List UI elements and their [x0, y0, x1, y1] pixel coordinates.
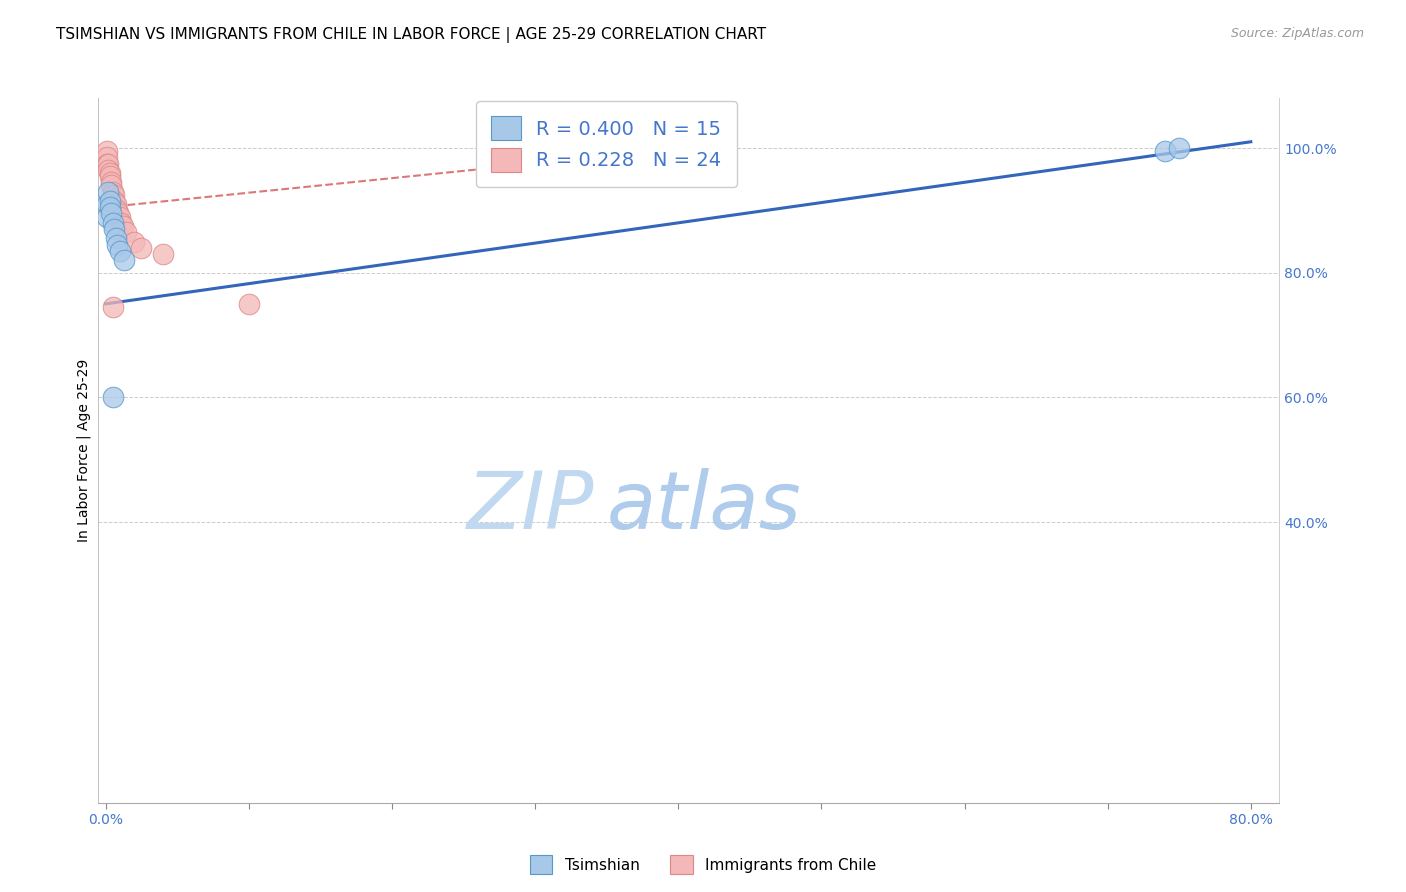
Point [97, 162, 120, 177]
Point [107, 206, 129, 220]
Point [103, 222, 125, 236]
Point [1168, 141, 1191, 155]
Point [103, 187, 125, 202]
Point [101, 185, 124, 199]
Text: atlas: atlas [606, 467, 801, 546]
Point [105, 237, 128, 252]
Point [97, 185, 120, 199]
Point [98, 166, 121, 180]
Point [111, 219, 134, 233]
Point [131, 241, 153, 255]
Point [101, 300, 124, 314]
Text: ZIP: ZIP [467, 467, 595, 546]
Point [110, 216, 132, 230]
Point [100, 178, 122, 193]
Point [97, 156, 120, 170]
Point [98, 169, 121, 183]
Y-axis label: In Labor Force | Age 25-29: In Labor Force | Age 25-29 [77, 359, 91, 542]
Text: Source: ZipAtlas.com: Source: ZipAtlas.com [1230, 27, 1364, 40]
Point [100, 175, 122, 189]
Point [98, 200, 121, 214]
Point [96, 150, 118, 164]
Point [96, 210, 118, 224]
Point [112, 253, 135, 268]
Point [1154, 144, 1177, 158]
Point [96, 144, 118, 158]
Point [104, 197, 127, 211]
Point [101, 216, 124, 230]
Point [96, 197, 118, 211]
Point [100, 206, 122, 220]
Point [238, 297, 260, 311]
Point [104, 231, 127, 245]
Text: TSIMSHIAN VS IMMIGRANTS FROM CHILE IN LABOR FORCE | AGE 25-29 CORRELATION CHART: TSIMSHIAN VS IMMIGRANTS FROM CHILE IN LA… [56, 27, 766, 43]
Legend: Tsimshian, Immigrants from Chile: Tsimshian, Immigrants from Chile [523, 849, 883, 880]
Point [98, 194, 121, 208]
Point [101, 391, 124, 405]
Point [108, 210, 131, 224]
Point [114, 225, 136, 239]
Point [96, 156, 118, 170]
Point [152, 247, 174, 261]
Point [103, 194, 125, 208]
Point [122, 235, 145, 249]
Legend: R = 0.400   N = 15, R = 0.228   N = 24: R = 0.400 N = 15, R = 0.228 N = 24 [475, 101, 737, 187]
Point [108, 244, 131, 258]
Point [105, 203, 128, 218]
